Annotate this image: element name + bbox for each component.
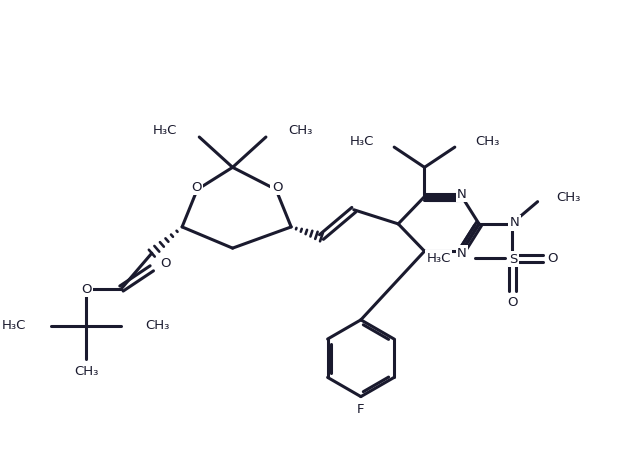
Text: CH₃: CH₃ — [475, 134, 499, 148]
Text: O: O — [272, 181, 282, 194]
Text: N: N — [457, 188, 467, 201]
Text: CH₃: CH₃ — [146, 320, 170, 332]
Text: O: O — [160, 257, 170, 270]
Text: O: O — [547, 252, 558, 265]
Text: S: S — [509, 253, 518, 266]
Text: H₃C: H₃C — [426, 252, 451, 265]
Text: CH₃: CH₃ — [74, 365, 99, 378]
Text: O: O — [81, 283, 92, 296]
Text: O: O — [191, 181, 202, 194]
Text: CH₃: CH₃ — [288, 125, 312, 137]
Text: H₃C: H₃C — [2, 320, 26, 332]
Text: O: O — [507, 296, 518, 309]
Text: H₃C: H₃C — [349, 134, 374, 148]
Text: F: F — [357, 403, 365, 416]
Text: N: N — [457, 247, 467, 260]
Text: CH₃: CH₃ — [556, 191, 580, 204]
Text: N: N — [509, 216, 519, 229]
Text: H₃C: H₃C — [153, 125, 177, 137]
